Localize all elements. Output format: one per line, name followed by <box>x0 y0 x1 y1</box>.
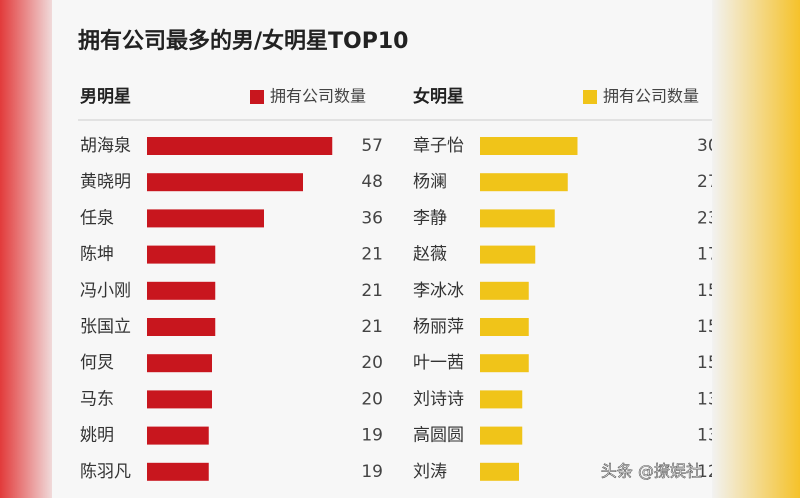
category-label: 何炅 <box>80 353 114 373</box>
value-label: 20 <box>361 389 383 409</box>
value-label: 15 <box>697 317 719 337</box>
legend-label: 拥有公司数量 <box>270 87 366 106</box>
group-header: 女明星 <box>413 86 464 107</box>
category-label: 李静 <box>413 208 447 228</box>
value-label: 57 <box>361 136 383 156</box>
bar <box>480 137 578 155</box>
bar <box>480 245 536 264</box>
value-label: 19 <box>361 462 383 482</box>
category-label: 任泉 <box>80 208 114 228</box>
bar <box>147 462 209 481</box>
category-label: 张国立 <box>80 317 131 337</box>
value-label: 21 <box>361 317 383 337</box>
value-label: 15 <box>697 281 719 301</box>
value-label: 19 <box>361 426 383 446</box>
bar <box>480 318 529 336</box>
category-label: 刘涛 <box>413 462 447 482</box>
bar <box>480 281 529 300</box>
legend-swatch <box>583 90 597 104</box>
category-label: 叶一茜 <box>413 353 464 373</box>
category-label: 马东 <box>80 389 114 409</box>
value-label: 27 <box>697 172 719 192</box>
category-label: 陈羽凡 <box>80 462 131 482</box>
watermark: 头条 @撩娱社 <box>601 462 702 481</box>
bar <box>147 318 216 336</box>
background-right <box>712 0 800 498</box>
value-label: 15 <box>697 353 719 373</box>
value-label: 21 <box>361 281 383 301</box>
chart-title: 拥有公司最多的男/女明星TOP10 <box>78 28 408 54</box>
bar <box>480 173 568 192</box>
value-label: 48 <box>361 172 383 192</box>
bar <box>147 390 212 409</box>
legend-swatch <box>250 90 264 104</box>
bar <box>480 462 519 481</box>
bar <box>147 281 216 300</box>
category-label: 赵薇 <box>413 245 447 265</box>
value-label: 30 <box>697 136 719 156</box>
bar <box>147 209 264 228</box>
legend-label: 拥有公司数量 <box>603 87 699 106</box>
bar <box>147 245 216 264</box>
category-label: 姚明 <box>80 426 114 446</box>
bar <box>147 426 209 445</box>
category-label: 章子怡 <box>413 136 464 156</box>
value-label: 23 <box>697 208 719 228</box>
category-label: 杨丽萍 <box>413 317 464 337</box>
value-label: 12 <box>697 462 719 482</box>
category-label: 高圆圆 <box>413 426 464 446</box>
category-label: 陈坤 <box>80 245 114 265</box>
bar <box>480 209 555 228</box>
category-label: 刘诗诗 <box>413 389 464 409</box>
bar <box>147 173 303 192</box>
category-label: 黄晓明 <box>80 172 131 192</box>
value-label: 20 <box>361 353 383 373</box>
value-label: 21 <box>361 245 383 265</box>
category-label: 胡海泉 <box>80 136 131 156</box>
value-label: 13 <box>697 426 719 446</box>
value-label: 13 <box>697 389 719 409</box>
category-label: 杨澜 <box>413 172 447 192</box>
value-label: 36 <box>361 208 383 228</box>
group-header: 男明星 <box>80 87 131 107</box>
bar <box>147 354 212 373</box>
category-label: 李冰冰 <box>413 281 464 301</box>
value-label: 17 <box>697 245 719 265</box>
bar <box>480 390 523 409</box>
background-left <box>0 0 60 498</box>
bar <box>480 426 523 445</box>
bar <box>147 137 333 155</box>
category-label: 冯小刚 <box>80 281 131 301</box>
bar <box>480 354 529 373</box>
